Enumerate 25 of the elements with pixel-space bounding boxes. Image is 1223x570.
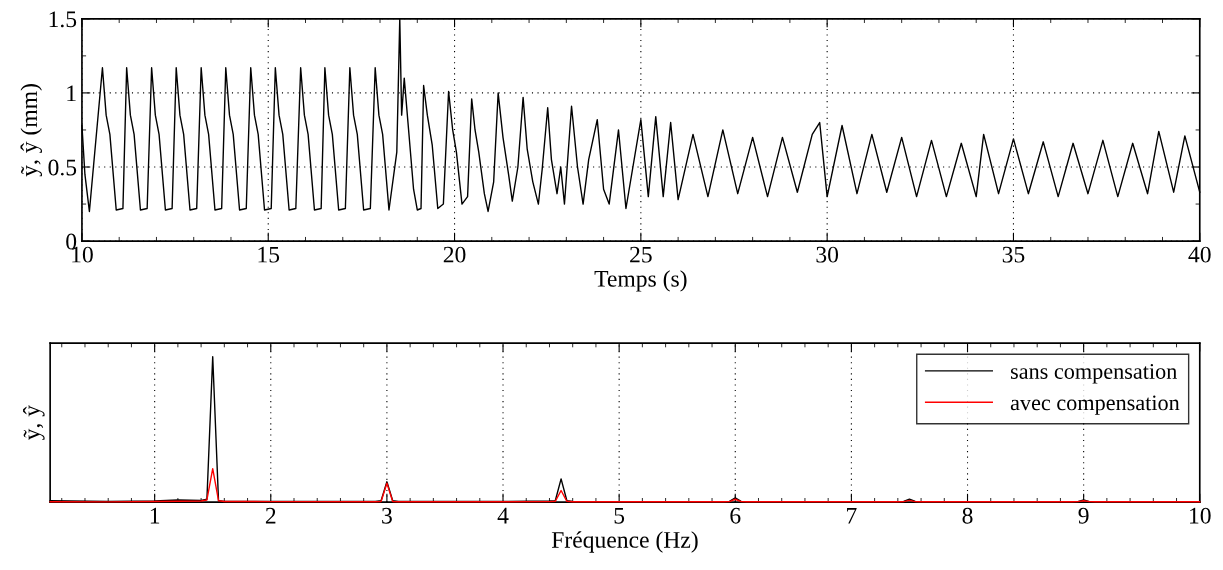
x-tick-label: 1 (150, 507, 160, 524)
x-tick-label: 30 (816, 246, 839, 263)
x-tick-label: 2 (265, 507, 276, 524)
x-tick-label: 9 (1078, 507, 1089, 524)
x-tick-label: 25 (630, 246, 652, 263)
x-tick-label: 20 (443, 246, 466, 263)
x-tick-label: 7 (847, 507, 857, 524)
x-tick-label: 8 (962, 507, 973, 524)
y-tick-label: 0.5 (48, 159, 77, 176)
x-tick-label: 40 (1188, 246, 1211, 263)
legend-label: sans compensation (1010, 363, 1177, 384)
x-tick-label: 3 (382, 507, 392, 524)
y-tick-label: 1 (67, 85, 76, 102)
y-tick-label: 1.5 (49, 11, 77, 28)
x-tick-label: 4 (497, 507, 509, 524)
x-axis-title: Fréquence (Hz) (551, 531, 698, 553)
x-tick-label: 5 (614, 507, 625, 524)
y-axis-title: ỹ, ŷ (mm) (20, 84, 43, 177)
x-axis-title: Temps (s) (594, 270, 687, 292)
y-axis-title: ỹ, ŷ (23, 405, 45, 441)
x-tick-label: 15 (258, 246, 280, 263)
x-tick-label: 10 (1190, 507, 1211, 524)
x-tick-label: 35 (1002, 246, 1025, 263)
x-tick-label: 6 (730, 507, 741, 524)
legend-label: avec compensation (1010, 395, 1180, 415)
